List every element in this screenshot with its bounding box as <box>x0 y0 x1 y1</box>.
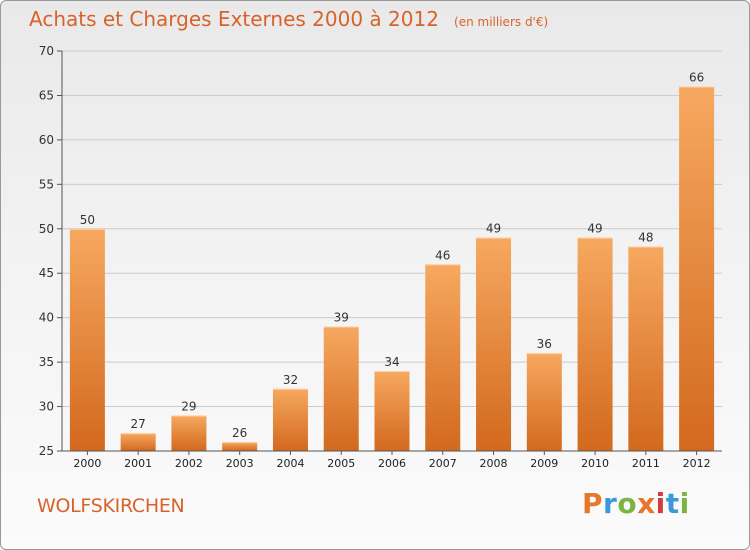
bar-value-label: 27 <box>131 417 146 431</box>
bar <box>171 415 207 451</box>
chart-subtitle: (en milliers d'€) <box>454 15 549 29</box>
bar <box>374 371 410 451</box>
y-tick-label: 50 <box>39 222 54 236</box>
y-tick-label: 35 <box>39 355 54 369</box>
x-tick-label: 2009 <box>530 457 558 470</box>
x-tick-label: 2001 <box>124 457 152 470</box>
bar-value-label: 32 <box>283 373 298 387</box>
bar-value-label: 26 <box>232 426 247 440</box>
y-tick-label: 45 <box>39 266 54 280</box>
y-tick-label: 55 <box>39 177 54 191</box>
x-tick-label: 2002 <box>175 457 203 470</box>
bar <box>577 237 613 451</box>
x-tick-label: 2011 <box>632 457 660 470</box>
proxiti-logo: Proxiti <box>582 487 690 520</box>
bar <box>628 246 664 451</box>
logo-letter: i <box>679 487 690 520</box>
chart-title: Achats et Charges Externes 2000 à 2012 <box>29 7 439 31</box>
logo-letter: o <box>617 487 638 520</box>
chart-title-block: Achats et Charges Externes 2000 à 2012 (… <box>29 7 548 31</box>
logo-letter: P <box>582 487 604 520</box>
bar-value-label: 46 <box>435 248 450 262</box>
bar <box>425 264 461 451</box>
logo-letter: i <box>655 487 666 520</box>
x-tick-label: 2006 <box>378 457 406 470</box>
bar-value-label: 36 <box>537 337 552 351</box>
bar <box>222 442 258 451</box>
bar <box>476 237 512 451</box>
y-tick-label: 40 <box>39 311 54 325</box>
bar <box>69 228 105 451</box>
x-tick-label: 2004 <box>276 457 304 470</box>
x-tick-label: 2000 <box>73 457 101 470</box>
x-tick-label: 2005 <box>327 457 355 470</box>
bar-value-label: 34 <box>384 355 399 369</box>
bar <box>526 353 562 451</box>
x-tick-label: 2007 <box>429 457 457 470</box>
y-tick-label: 30 <box>39 400 54 414</box>
commune-name: WOLFSKIRCHEN <box>37 495 185 517</box>
bar-value-label: 66 <box>689 71 704 85</box>
x-tick-label: 2012 <box>683 457 711 470</box>
bar <box>679 86 715 452</box>
bar-value-label: 39 <box>334 311 349 325</box>
bar-value-label: 29 <box>181 399 196 413</box>
bar-value-label: 48 <box>638 231 653 245</box>
y-tick-label: 65 <box>39 88 54 102</box>
x-tick-label: 2010 <box>581 457 609 470</box>
x-tick-label: 2003 <box>226 457 254 470</box>
y-tick-label: 70 <box>39 44 54 58</box>
bar <box>272 388 308 451</box>
y-tick-label: 60 <box>39 133 54 147</box>
logo-letter: x <box>637 487 656 520</box>
bar-value-label: 50 <box>80 213 95 227</box>
bar-value-label: 49 <box>587 222 602 236</box>
x-tick-label: 2008 <box>480 457 508 470</box>
bar-value-label: 49 <box>486 222 501 236</box>
y-tick-label: 25 <box>39 444 54 458</box>
logo-letter: t <box>665 487 680 520</box>
bar <box>323 326 359 451</box>
bar <box>120 433 156 451</box>
logo-letter: r <box>603 487 618 520</box>
